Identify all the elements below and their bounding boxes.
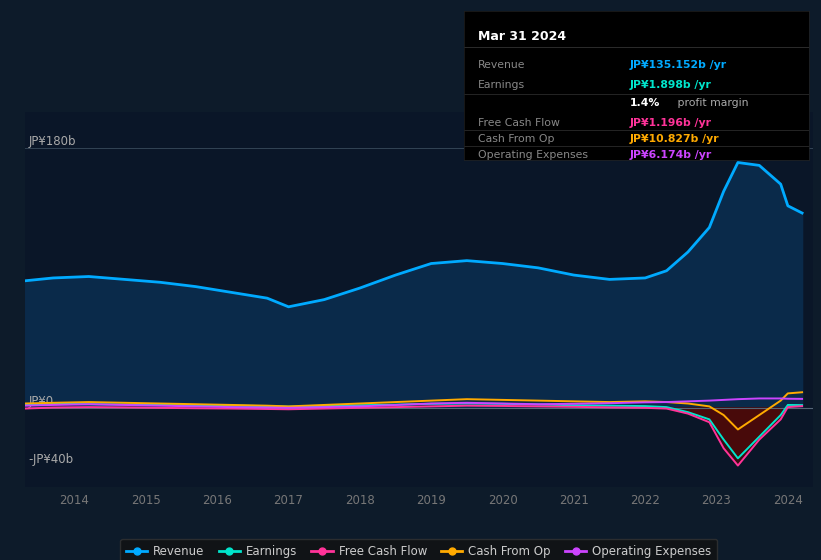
Text: JP¥0: JP¥0 [29, 395, 53, 408]
Text: 1.4%: 1.4% [630, 98, 660, 108]
Text: JP¥1.196b /yr: JP¥1.196b /yr [630, 118, 711, 128]
Text: Earnings: Earnings [478, 81, 525, 90]
Text: Revenue: Revenue [478, 59, 525, 69]
Text: Mar 31 2024: Mar 31 2024 [478, 30, 566, 44]
Text: JP¥6.174b /yr: JP¥6.174b /yr [630, 150, 712, 160]
Text: JP¥180b: JP¥180b [29, 135, 76, 148]
Text: JP¥10.827b /yr: JP¥10.827b /yr [630, 134, 719, 144]
Text: Free Cash Flow: Free Cash Flow [478, 118, 560, 128]
Text: Operating Expenses: Operating Expenses [478, 150, 588, 160]
Text: JP¥135.152b /yr: JP¥135.152b /yr [630, 59, 727, 69]
Legend: Revenue, Earnings, Free Cash Flow, Cash From Op, Operating Expenses: Revenue, Earnings, Free Cash Flow, Cash … [120, 539, 718, 560]
Text: profit margin: profit margin [674, 98, 749, 108]
Text: JP¥1.898b /yr: JP¥1.898b /yr [630, 81, 711, 90]
Text: -JP¥40b: -JP¥40b [29, 452, 74, 465]
Text: Cash From Op: Cash From Op [478, 134, 554, 144]
